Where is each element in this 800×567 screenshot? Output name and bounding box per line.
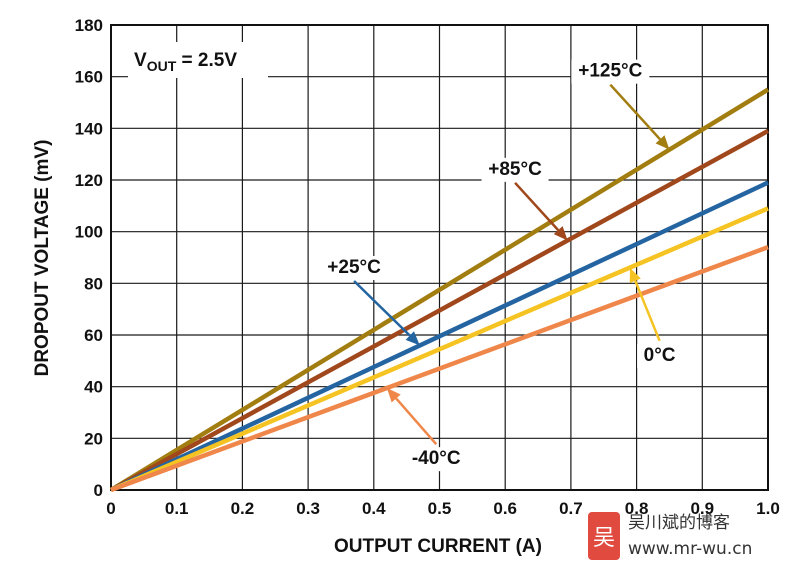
x-tick-label: 0.9 bbox=[690, 499, 714, 518]
watermark-site-name: 吴川斌的博客 bbox=[628, 513, 730, 533]
annotation-label: +125°C bbox=[578, 61, 642, 82]
grid bbox=[110, 24, 769, 491]
x-tick-label: 0.6 bbox=[493, 499, 517, 518]
y-axis-title: DROPOUT VOLTAGE (mV) bbox=[32, 140, 53, 377]
series-line-3 bbox=[110, 206, 769, 493]
annotation-arrowhead bbox=[405, 331, 420, 346]
y-tick-label: 60 bbox=[84, 326, 103, 345]
annotation-leader bbox=[634, 280, 661, 342]
annotation-leader bbox=[514, 181, 560, 231]
watermark-logo bbox=[588, 512, 620, 560]
watermark: 吴 吴川斌的博客 www.mr-wu.cn bbox=[588, 512, 752, 560]
annotations: +125°C +85°C +25°C 0°C -40°C bbox=[320, 59, 683, 472]
y-tick-label: 40 bbox=[84, 378, 103, 397]
annotation-label-bg bbox=[571, 59, 650, 84]
x-tick-label: 0 bbox=[106, 499, 115, 518]
watermark-logo-char: 吴 bbox=[593, 526, 615, 551]
annotation-label-bg bbox=[637, 343, 683, 368]
annotation-leader bbox=[353, 280, 411, 337]
series-line-2 bbox=[110, 180, 769, 493]
y-tick-label: 160 bbox=[75, 68, 103, 87]
annotation-label: +85°C bbox=[488, 159, 542, 180]
y-tick-label: 140 bbox=[75, 119, 103, 138]
series-line-1 bbox=[109, 128, 770, 492]
x-tick-label: 0.2 bbox=[231, 499, 255, 518]
series-line-4 bbox=[110, 245, 769, 493]
annotation-label-bg bbox=[320, 256, 388, 280]
y-tick-label: 120 bbox=[75, 171, 103, 190]
vout-label-box bbox=[128, 42, 268, 78]
tick-labels: 0 0.1 0.2 0.3 0.4 0.5 0.6 0.7 0.8 0.9 1.0 0 20 40 60 80… bbox=[75, 16, 780, 518]
annotation-label: -40°C bbox=[412, 448, 461, 469]
x-tick-label: 0.3 bbox=[296, 499, 320, 518]
x-tick-label: 0.4 bbox=[362, 499, 386, 518]
x-tick-label: 0.1 bbox=[165, 499, 189, 518]
annotation-label: 0°C bbox=[644, 345, 676, 366]
annotation-arrowhead bbox=[629, 267, 641, 284]
annotation-label: +25°C bbox=[327, 257, 381, 278]
x-axis-title: OUTPUT CURRENT (A) bbox=[334, 536, 542, 557]
series-line-0 bbox=[109, 87, 770, 492]
y-tick-label: 80 bbox=[84, 274, 103, 293]
plot-frame bbox=[110, 24, 769, 491]
y-tick-label: 20 bbox=[84, 429, 103, 448]
annotation-arrowhead bbox=[655, 135, 670, 150]
vout-condition-label: VOUT = 2.5V bbox=[134, 50, 237, 74]
annotation-leader bbox=[395, 397, 438, 445]
annotation-label-bg bbox=[481, 157, 549, 182]
x-tick-label: 1.0 bbox=[756, 499, 780, 518]
annotation-arrowhead bbox=[553, 226, 568, 241]
y-tick-label: 0 bbox=[94, 481, 103, 500]
annotation-leader bbox=[609, 83, 661, 141]
x-tick-label: 0.7 bbox=[559, 499, 583, 518]
annotation-arrowhead bbox=[386, 387, 401, 403]
series-lines bbox=[109, 87, 770, 493]
y-tick-label: 100 bbox=[75, 223, 103, 242]
watermark-url: www.mr-wu.cn bbox=[628, 539, 752, 559]
annotation-label-bg bbox=[402, 447, 470, 472]
x-tick-label: 0.5 bbox=[428, 499, 452, 518]
x-tick-label: 0.8 bbox=[625, 499, 649, 518]
y-tick-label: 180 bbox=[75, 16, 103, 35]
